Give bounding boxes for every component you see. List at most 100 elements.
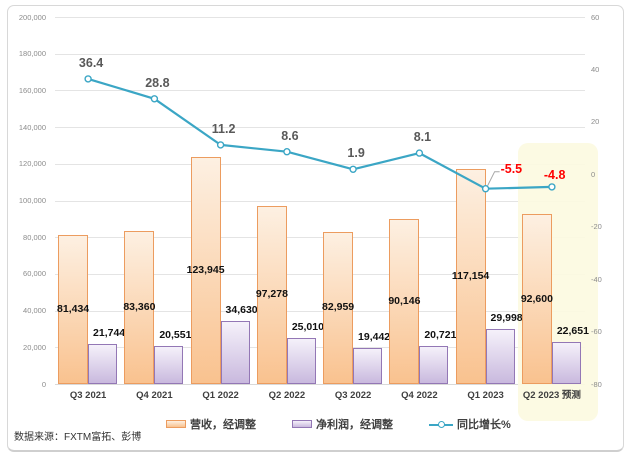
left-axis-tick-label: 140,000 (18, 122, 46, 132)
revenue-bar (58, 234, 89, 384)
legend: 营收，经调整 净利润，经调整 同比增长% (166, 416, 511, 432)
revenue-bar-label: 83,360 (123, 301, 156, 313)
category-label: Q2 2022 (268, 390, 306, 401)
left-axis-tick-label: 100,000 (18, 196, 46, 205)
right-axis-tick-label: 0 (591, 169, 596, 179)
left-axis-tick-label: 160,000 (18, 85, 46, 95)
category-label: Q2 2023 预测 (522, 390, 581, 401)
profit-bar-label: 19,442 (358, 331, 391, 344)
left-axis-tick-label: 200,000 (18, 12, 46, 22)
profit-bar-label: 34,630 (225, 303, 258, 316)
growth-point-marker (415, 149, 424, 157)
revenue-bar (521, 214, 552, 384)
growth-point-label: 1.9 (347, 146, 365, 161)
revenue-bar (190, 156, 221, 384)
gridline (55, 90, 585, 92)
right-axis-tick-label: -80 (591, 379, 602, 389)
right-axis-tick-label: -60 (591, 327, 602, 337)
growth-point-label: 11.2 (211, 121, 236, 136)
revenue-bar (256, 205, 287, 384)
profit-bar (485, 329, 515, 384)
legend-label-profit: 净利润，经调整 (316, 419, 393, 431)
category-label: Q3 2022 (334, 390, 372, 401)
source-note: 数据来源：FXTM富拓、彭博 (14, 432, 142, 443)
profit-bar (419, 346, 449, 384)
profit-bar (551, 342, 581, 384)
profit-bar-label: 29,998 (490, 312, 523, 324)
left-axis-tick-label: 40,000 (23, 306, 46, 316)
category-label: Q4 2021 (136, 390, 173, 401)
right-axis-tick-label: 20 (591, 117, 600, 127)
gridline (55, 347, 585, 349)
growth-point-label: -4.8 (543, 167, 566, 182)
revenue-bar-label: 117,154 (451, 270, 490, 282)
profit-bar (88, 344, 118, 384)
legend-item-revenue: 营收，经调整 (166, 416, 256, 432)
growth-point-marker (548, 183, 556, 191)
growth-point-label: -5.5 (500, 161, 523, 176)
gridline (55, 163, 585, 165)
profit-bar (286, 338, 316, 384)
growth-point-marker (84, 75, 92, 83)
revenue-bar-label: 123,945 (186, 263, 225, 276)
gridline (55, 384, 585, 385)
profit-bar (353, 348, 383, 384)
left-axis-tick-label: 120,000 (18, 159, 46, 169)
profit-bar-label: 21,744 (93, 327, 126, 340)
profit-bar-label: 20,721 (424, 329, 457, 341)
callout-leader-line (487, 171, 500, 186)
legend-label-revenue: 营收，经调整 (190, 419, 256, 431)
profit-bar-label: 20,551 (159, 329, 192, 342)
left-axis-tick-label: 80,000 (23, 232, 46, 242)
legend-item-profit: 净利润，经调整 (292, 416, 393, 432)
growth-point-marker (150, 95, 159, 103)
growth-point-marker (481, 184, 490, 193)
gridline (55, 310, 585, 312)
growth-point-marker (283, 147, 291, 156)
revenue-bar (455, 169, 486, 384)
revenue-bar-label: 81,434 (57, 302, 90, 315)
left-axis-tick-label: 20,000 (23, 342, 46, 352)
profit-swatch (292, 420, 312, 428)
revenue-bar (124, 231, 155, 384)
gridline (55, 273, 585, 275)
growth-point-label: 36.4 (78, 55, 104, 70)
right-axis-tick-label: 60 (591, 12, 600, 22)
left-axis-tick-label: 60,000 (23, 269, 46, 279)
growth-point-label: 8.1 (413, 130, 432, 145)
legend-item-growth: 同比增长% (429, 416, 511, 432)
gridline (55, 237, 585, 239)
revenue-bar-label: 97,278 (255, 288, 288, 301)
growth-point-marker (349, 165, 357, 174)
right-axis-tick-label: -20 (591, 222, 602, 232)
growth-line (87, 77, 552, 190)
profit-bar (154, 346, 184, 384)
category-label: Q1 2022 (202, 390, 239, 401)
revenue-swatch (166, 420, 186, 428)
profit-bar (220, 320, 250, 384)
revenue-bar-label: 90,146 (388, 294, 421, 307)
growth-point-label: 28.8 (145, 75, 170, 90)
growth-point-marker (216, 141, 225, 149)
revenue-bar-label: 92,600 (520, 292, 553, 305)
profit-bar-label: 25,010 (291, 321, 324, 334)
legend-label-growth: 同比增长% (457, 419, 511, 431)
category-label: Q3 2021 (69, 390, 107, 401)
gridline (55, 53, 585, 55)
category-label: Q1 2023 (467, 390, 504, 401)
gridline (55, 200, 585, 202)
right-axis-tick-label: 40 (591, 64, 600, 74)
revenue-bar-label: 82,959 (322, 301, 355, 314)
revenue-bar (389, 218, 420, 384)
gridline (55, 127, 585, 129)
profit-bar-label: 22,651 (556, 325, 589, 338)
left-axis-tick-label: 0 (41, 379, 46, 389)
category-label: Q4 2022 (401, 390, 438, 401)
growth-line-swatch (429, 420, 453, 428)
gridline (55, 17, 585, 18)
right-axis-tick-label: -40 (591, 274, 602, 284)
growth-point-label: 8.6 (281, 128, 299, 143)
